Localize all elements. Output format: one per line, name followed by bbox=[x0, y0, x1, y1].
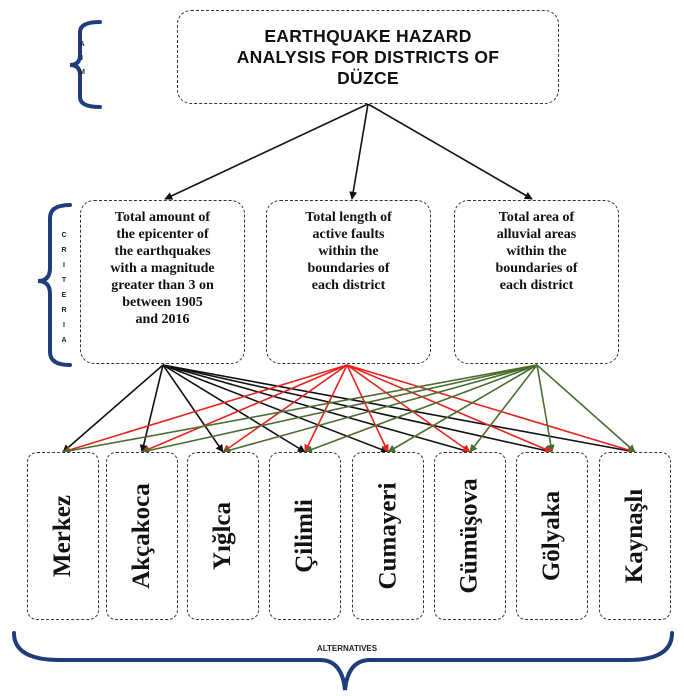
criterion-box-epicenters: Total amount of the epicenter of the ear… bbox=[80, 200, 245, 364]
criterion-arrow bbox=[222, 364, 538, 454]
criterion-arrow bbox=[346, 364, 389, 453]
criterion-text: Total area of alluvial areas within the … bbox=[495, 210, 578, 293]
goal-arrow bbox=[164, 103, 369, 200]
alternative-box: Akçakoca bbox=[106, 452, 178, 620]
criterion-arrow bbox=[141, 364, 348, 453]
criterion-box-faults: Total length of active faults within the… bbox=[266, 200, 431, 364]
alternative-label: Kaynaşlı bbox=[621, 488, 649, 584]
alternative-box: Yığlca bbox=[187, 452, 259, 620]
criterion-arrow bbox=[536, 364, 636, 453]
tag-letter: E bbox=[61, 292, 67, 299]
goal-text: EARTHQUAKE HAZARD ANALYSIS FOR DISTRICTS… bbox=[236, 25, 500, 88]
alternative-label: Gölyaka bbox=[538, 490, 566, 582]
aim-brace bbox=[69, 20, 102, 109]
alternative-box: Cumayeri bbox=[352, 452, 424, 620]
criteria-brace bbox=[37, 203, 72, 367]
alternative-box: Çilimli bbox=[269, 452, 341, 620]
criterion-arrow bbox=[139, 364, 164, 453]
criterion-arrow bbox=[162, 364, 306, 453]
goal-box: EARTHQUAKE HAZARD ANALYSIS FOR DISTRICTS… bbox=[177, 10, 559, 104]
alternative-box: Gümüşova bbox=[434, 452, 506, 620]
criterion-arrow bbox=[222, 364, 348, 453]
criterion-arrow bbox=[346, 364, 553, 453]
alternative-box: Gölyaka bbox=[516, 452, 588, 620]
tag-letter: T bbox=[61, 277, 67, 284]
criterion-arrow bbox=[304, 364, 348, 453]
criterion-arrow bbox=[162, 364, 471, 454]
criterion-text: Total length of active faults within the… bbox=[305, 210, 392, 293]
alternatives-tag: ALTERNATIVES bbox=[316, 644, 378, 653]
tag-letter: I bbox=[63, 262, 65, 269]
criterion-arrow bbox=[162, 364, 636, 455]
tag-letter: R bbox=[61, 307, 67, 314]
goal-arrow bbox=[349, 103, 369, 200]
tag-letter: C bbox=[61, 232, 67, 239]
tag-letter: M bbox=[79, 69, 85, 76]
criterion-arrow bbox=[162, 364, 553, 455]
criterion-box-alluvial: Total area of alluvial areas within the … bbox=[454, 200, 619, 364]
criterion-arrow bbox=[387, 364, 538, 453]
criterion-arrow bbox=[346, 364, 471, 453]
alternative-label: Merkez bbox=[49, 495, 77, 577]
criterion-arrow bbox=[469, 364, 538, 453]
alternative-box: Merkez bbox=[27, 452, 99, 620]
criterion-arrow bbox=[162, 364, 389, 454]
criterion-arrow bbox=[346, 364, 636, 454]
alternative-label: Çilimli bbox=[291, 499, 319, 573]
criterion-arrow bbox=[62, 364, 538, 455]
alternative-label: Yığlca bbox=[208, 501, 236, 571]
alternative-label: Cumayeri bbox=[374, 482, 402, 590]
criterion-text: Total amount of the epicenter of the ear… bbox=[110, 210, 215, 327]
criterion-arrow bbox=[62, 364, 164, 453]
tag-letter: I bbox=[81, 55, 83, 62]
tag-letter: R bbox=[61, 247, 67, 254]
goal-arrow bbox=[367, 103, 533, 200]
tag-letter: A bbox=[79, 41, 85, 48]
criterion-arrow bbox=[162, 364, 224, 453]
alternative-label: Akçakoca bbox=[128, 483, 155, 589]
criterion-arrow bbox=[62, 364, 348, 454]
tag-letter: I bbox=[63, 322, 65, 329]
alternative-box: Kaynaşlı bbox=[599, 452, 671, 620]
criteria-tag: C R I T E R I A bbox=[59, 228, 69, 348]
criterion-arrow bbox=[536, 364, 555, 453]
tag-letter: A bbox=[61, 337, 67, 344]
alternative-label: Gümüşova bbox=[456, 478, 483, 594]
criterion-arrow bbox=[304, 364, 538, 454]
alternatives-brace bbox=[12, 631, 674, 691]
criterion-arrow bbox=[141, 364, 538, 455]
